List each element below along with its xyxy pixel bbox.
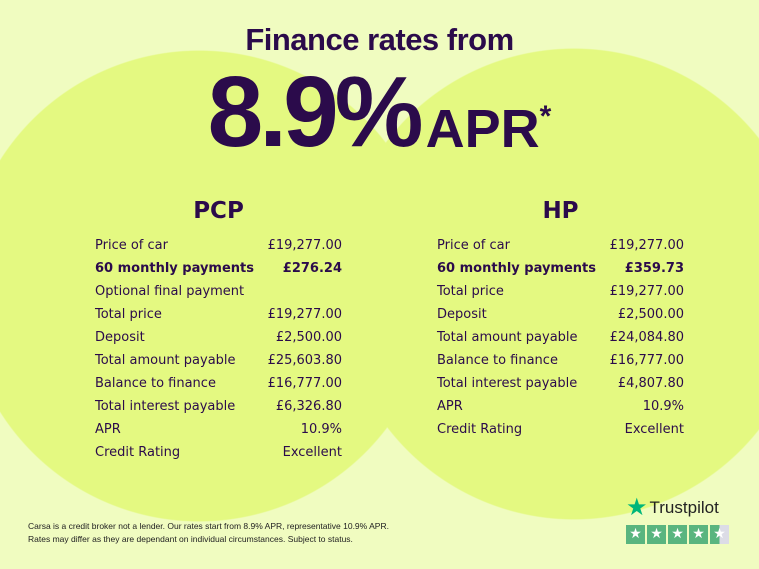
table-row: Balance to finance £16,777.00 [95,372,342,395]
row-value: £19,277.00 [267,307,342,322]
disclaimer-line-1: Carsa is a credit broker not a lender. O… [28,521,389,531]
row-value: £6,326.80 [275,399,342,414]
row-label: Total amount payable [437,330,578,345]
row-label: Total price [95,307,162,322]
row-value: £4,807.80 [617,376,684,391]
row-label: Total interest payable [95,399,236,414]
table-row: 60 monthly payments £359.73 [437,257,684,280]
headline-rate: 8.9% APR * [0,62,759,162]
row-value: 10.9% [642,399,684,414]
hp-rows: Price of car £19,277.00 60 monthly payment… [437,234,684,441]
row-value: 10.9% [300,422,342,437]
table-row: Credit Rating Excellent [437,418,684,441]
rating-star-icon: ★ [710,525,729,544]
table-row: Total amount payable £24,084.80 [437,326,684,349]
table-row: Total amount payable £25,603.80 [95,349,342,372]
row-label: Optional final payment [95,284,245,299]
table-row: Price of car £19,277.00 [437,234,684,257]
row-label: 60 monthly payments [95,261,254,276]
row-label: Deposit [437,307,487,322]
table-row: Total interest payable £6,326.80 [95,395,342,418]
table-row: Balance to finance £16,777.00 [437,349,684,372]
hp-title: HP [542,198,579,224]
table-row: 60 monthly payments £276.24 [95,257,342,280]
row-label: Price of car [437,238,510,253]
hp-table: HP Price of car £19,277.00 60 monthly paym… [437,198,684,441]
trustpilot-badge[interactable]: ★ Trustpilot ★ ★ ★ ★ ★ [626,493,729,544]
row-label: Total price [437,284,504,299]
rating-star-icon: ★ [626,525,645,544]
row-label: Credit Rating [437,422,523,437]
row-value: £16,777.00 [267,376,342,391]
row-value: £359.73 [624,261,684,276]
row-value: £2,500.00 [275,330,342,345]
row-value: £24,084.80 [609,330,684,345]
pcp-table: PCP Price of car £19,277.00 60 monthly pay… [95,198,342,464]
headline-title: Finance rates from [245,22,514,57]
row-label: Total amount payable [95,353,236,368]
row-value: Excellent [624,422,684,437]
table-row: Deposit £2,500.00 [95,326,342,349]
row-value: Excellent [282,445,342,460]
table-row: Total price £19,277.00 [437,280,684,303]
pcp-rows: Price of car £19,277.00 60 monthly payment… [95,234,342,464]
table-row: Total price £19,277.00 [95,303,342,326]
row-label: Credit Rating [95,445,181,460]
row-value: £19,277.00 [609,238,684,253]
asterisk: * [539,100,552,133]
table-row: APR 10.9% [437,395,684,418]
trustpilot-star-icon: ★ [626,494,648,521]
disclaimer: Carsa is a credit broker not a lender. O… [28,520,389,546]
trustpilot-logo: ★ Trustpilot [626,493,729,522]
row-label: APR [95,422,121,437]
table-row: Deposit £2,500.00 [437,303,684,326]
rating-star-icon: ★ [668,525,687,544]
row-label: APR [437,399,463,414]
row-label: Balance to finance [95,376,216,391]
row-value: £25,603.80 [267,353,342,368]
row-label: Price of car [95,238,168,253]
table-row: Price of car £19,277.00 [95,234,342,257]
trustpilot-label: Trustpilot [649,497,719,517]
row-label: 60 monthly payments [437,261,596,276]
table-row: Credit Rating Excellent [95,441,342,464]
trustpilot-rating: ★ ★ ★ ★ ★ [626,525,729,544]
row-label: Balance to finance [437,353,558,368]
row-value: £2,500.00 [617,307,684,322]
table-row: Optional final payment [95,280,342,303]
row-label: Total interest payable [437,376,578,391]
rating-star-icon: ★ [647,525,666,544]
rating-star-icon: ★ [689,525,708,544]
row-value: £276.24 [282,261,342,276]
disclaimer-line-2: Rates may differ as they are dependant o… [28,534,353,544]
pcp-title: PCP [193,198,244,224]
apr-label: APR [425,99,540,159]
row-label: Deposit [95,330,145,345]
row-value: £16,777.00 [609,353,684,368]
table-row: APR 10.9% [95,418,342,441]
row-value: £19,277.00 [267,238,342,253]
table-row: Total interest payable £4,807.80 [437,372,684,395]
row-value: £19,277.00 [609,284,684,299]
rate-value: 8.9% [207,56,424,168]
